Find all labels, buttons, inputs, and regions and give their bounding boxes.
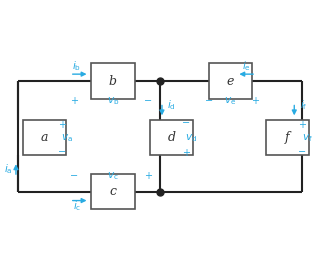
Text: +: + [58,120,66,130]
Bar [92,174,134,209]
Text: $i_\mathrm{b}$: $i_\mathrm{b}$ [72,59,81,73]
Bar [150,120,193,155]
Text: c: c [109,185,116,198]
Text: f: f [285,131,290,144]
Text: −: − [144,96,152,106]
Text: +: + [251,96,259,106]
Text: $i_\mathrm{a}$: $i_\mathrm{a}$ [4,162,12,176]
Text: b: b [109,75,117,88]
Text: $v_\mathrm{a}$: $v_\mathrm{a}$ [61,132,73,144]
Text: a: a [41,131,48,144]
Text: +: + [298,120,306,130]
Text: d: d [168,131,176,144]
Text: −: − [205,96,213,106]
Text: $v_\mathrm{c}$: $v_\mathrm{c}$ [107,170,119,182]
Bar [266,120,309,155]
Bar [92,63,134,99]
Text: $v_\mathrm{b}$: $v_\mathrm{b}$ [107,95,119,107]
Bar [209,63,252,99]
Text: $i_\mathrm{e}$: $i_\mathrm{e}$ [242,59,251,73]
Text: +: + [70,96,78,106]
Text: $v_\mathrm{d}$: $v_\mathrm{d}$ [185,132,197,144]
Bar [23,120,66,155]
Text: −: − [298,147,306,157]
Text: e: e [227,75,234,88]
Text: +: + [182,147,190,158]
Text: $i_\mathrm{f}$: $i_\mathrm{f}$ [300,99,308,112]
Text: $v_\mathrm{e}$: $v_\mathrm{e}$ [224,95,237,107]
Text: −: − [70,171,78,181]
Text: $v_\mathrm{f}$: $v_\mathrm{f}$ [301,132,312,144]
Text: +: + [144,171,152,181]
Text: −: − [58,147,66,157]
Text: −: − [182,118,190,128]
Text: $i_\mathrm{d}$: $i_\mathrm{d}$ [167,99,176,112]
Text: $i_\mathrm{c}$: $i_\mathrm{c}$ [73,199,81,213]
